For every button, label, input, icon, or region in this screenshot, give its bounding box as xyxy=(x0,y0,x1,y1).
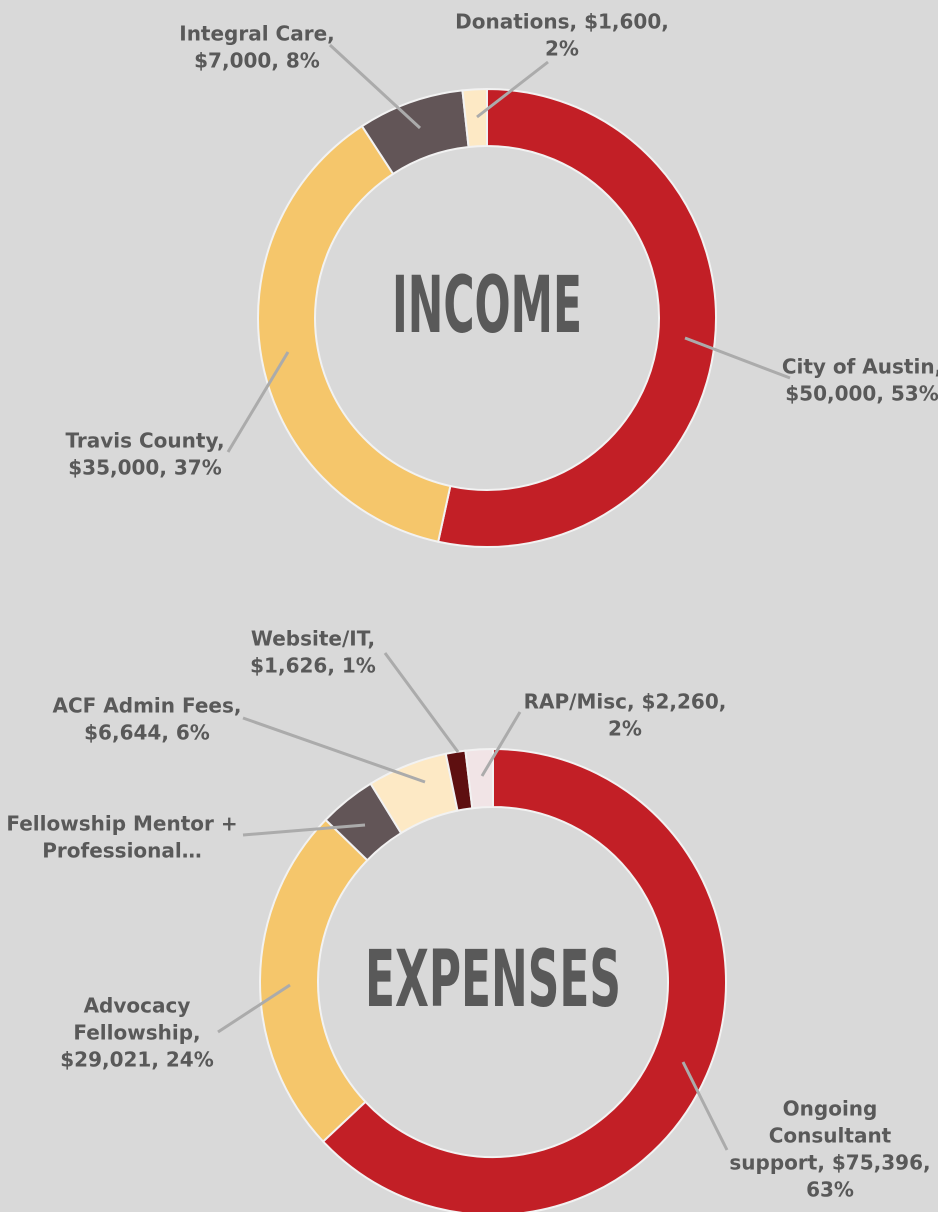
data-label: $29,021, 24% xyxy=(60,1048,214,1072)
leader-line xyxy=(383,652,460,753)
data-label: City of Austin, xyxy=(782,355,938,379)
leader-line xyxy=(684,336,791,380)
data-label: Fellowship Mentor + xyxy=(6,812,237,836)
leader-line xyxy=(681,1061,729,1151)
leader-line xyxy=(226,351,290,453)
leader-line xyxy=(328,43,422,130)
data-label: Integral Care, xyxy=(179,22,335,46)
data-label: Fellowship, xyxy=(73,1021,200,1045)
leader-line xyxy=(480,711,522,777)
leader-line xyxy=(242,823,366,837)
leader-line xyxy=(242,716,426,784)
data-label: 2% xyxy=(545,37,579,61)
data-label: $50,000, 53% xyxy=(785,382,938,406)
donut-segment xyxy=(436,87,717,548)
data-label: RAP/Misc, $2,260, xyxy=(524,690,727,714)
data-label: $35,000, 37% xyxy=(68,456,222,480)
data-label: $6,644, 6% xyxy=(84,721,210,745)
donut-segment xyxy=(259,818,369,1143)
data-label: $1,626, 1% xyxy=(250,654,376,678)
data-label: Donations, $1,600, xyxy=(455,10,669,34)
data-label: Advocacy xyxy=(84,994,191,1018)
data-label: Ongoing xyxy=(783,1097,878,1121)
data-label: Travis County, xyxy=(65,429,224,453)
data-label: Website/IT, xyxy=(251,627,375,651)
data-label: Professional… xyxy=(42,839,202,863)
data-label: 63% xyxy=(806,1178,854,1202)
leader-line xyxy=(217,983,291,1034)
donut-segment xyxy=(257,124,452,543)
center-label: EXPENSES xyxy=(365,935,621,1025)
donut-segment xyxy=(321,747,727,1212)
data-label: ACF Admin Fees, xyxy=(53,694,242,718)
donut-segment xyxy=(464,747,494,810)
data-label: $7,000, 8% xyxy=(194,49,320,73)
center-label: INCOME xyxy=(392,261,582,351)
data-label: 2% xyxy=(608,717,642,741)
data-label: Consultant xyxy=(769,1124,892,1148)
donut-segment xyxy=(461,87,488,149)
data-label: support, $75,396, xyxy=(729,1151,930,1175)
leader-line xyxy=(476,60,549,119)
